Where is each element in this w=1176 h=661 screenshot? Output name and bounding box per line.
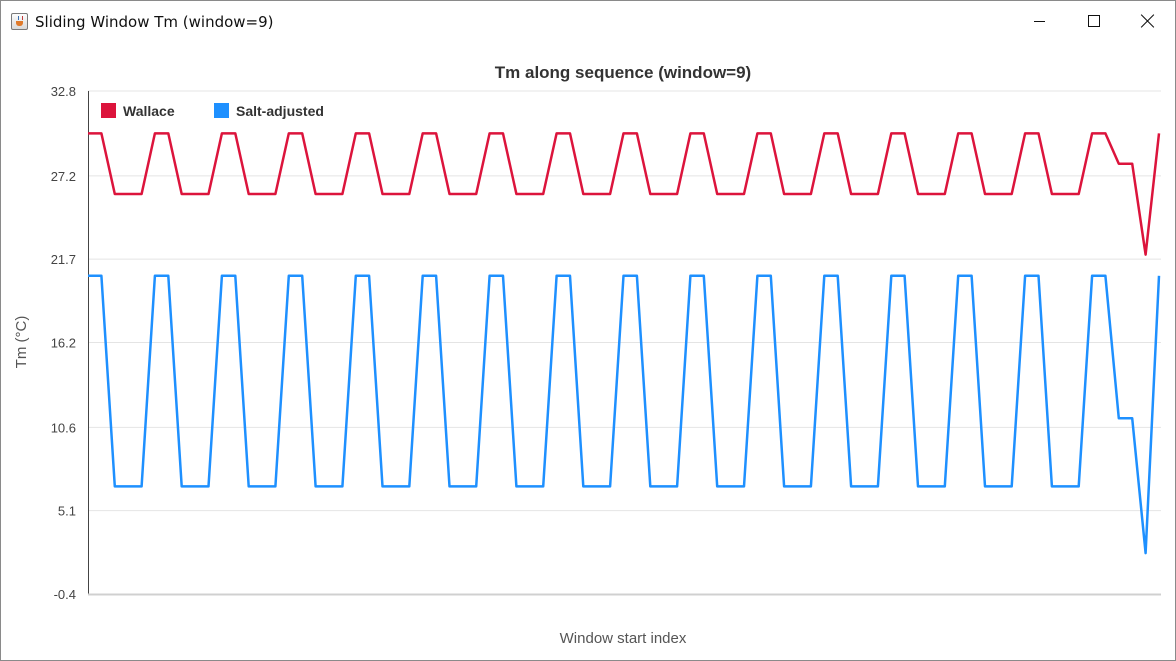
chart-title: Tm along sequence (window=9) <box>495 63 751 82</box>
y-axis-label: Tm (°C) <box>13 316 30 369</box>
y-tick-label: -0.4 <box>54 587 76 602</box>
x-axis-label: Window start index <box>560 630 687 647</box>
legend-label-wallace: Wallace <box>123 103 175 119</box>
title-bar[interactable]: Sliding Window Tm (window=9) <box>1 1 1175 43</box>
legend-swatch-wallace <box>101 103 116 118</box>
tm-line-chart: Tm along sequence (window=9) 32.8 27.2 21.… <box>13 63 1161 647</box>
series-lines <box>88 132 1161 555</box>
minimize-button[interactable] <box>1013 1 1067 43</box>
grid-lines <box>88 90 1161 512</box>
y-tick-label: 21.7 <box>51 252 76 267</box>
maximize-button[interactable] <box>1067 1 1121 43</box>
close-button[interactable] <box>1121 1 1175 43</box>
window-title: Sliding Window Tm (window=9) <box>35 13 274 31</box>
minimize-icon <box>1034 21 1045 22</box>
y-tick-label: 16.2 <box>51 336 76 351</box>
y-tick-label: 27.2 <box>51 169 76 184</box>
series-line-wallace <box>88 132 1161 256</box>
y-axis-ticks: 32.8 27.2 21.7 16.2 10.6 5.1 -0.4 <box>51 84 76 602</box>
maximize-icon <box>1088 15 1100 27</box>
y-tick-label: 10.6 <box>51 420 76 435</box>
legend-label-salt-adjusted: Salt-adjusted <box>236 103 324 119</box>
chart-legend: Wallace Salt-adjusted <box>101 103 324 119</box>
java-cup-icon[interactable] <box>11 13 28 30</box>
close-icon <box>1141 14 1155 28</box>
y-tick-label: 32.8 <box>51 84 76 99</box>
y-tick-label: 5.1 <box>58 504 76 519</box>
series-line-salt-adjusted <box>88 274 1161 555</box>
legend-swatch-salt-adjusted <box>214 103 229 118</box>
